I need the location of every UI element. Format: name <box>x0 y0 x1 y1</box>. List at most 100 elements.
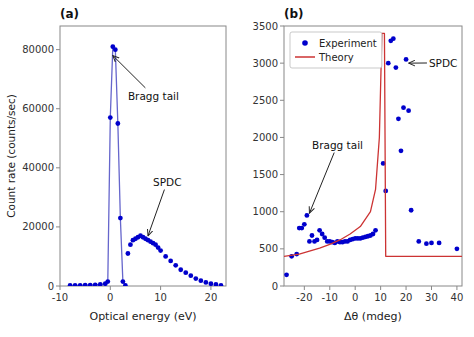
series-line <box>70 47 125 286</box>
y-tick <box>280 26 284 27</box>
plot-frame <box>60 26 226 286</box>
x-tick-label: -10 <box>322 292 338 303</box>
data-point <box>307 239 312 244</box>
data-point <box>168 258 173 263</box>
y-tick <box>280 137 284 138</box>
y-tick <box>56 226 60 227</box>
data-point <box>304 213 309 218</box>
data-point <box>93 282 98 286</box>
data-point <box>78 283 83 286</box>
x-tick-label: 20 <box>205 292 218 303</box>
y-tick <box>280 174 284 175</box>
data-point <box>401 105 406 110</box>
x-tick <box>160 286 161 290</box>
y-tick-label: 2000 <box>253 132 278 143</box>
panel-title: (a) <box>60 7 79 21</box>
data-point <box>302 222 307 227</box>
marks <box>68 44 224 286</box>
y-tick-label: 500 <box>259 243 278 254</box>
data-point <box>68 283 73 286</box>
data-point <box>429 241 434 246</box>
y-tick <box>280 100 284 101</box>
x-tick <box>380 286 381 290</box>
y-tick-label: 0 <box>272 281 278 292</box>
y-tick-label: 60000 <box>22 103 54 114</box>
x-tick <box>60 286 61 290</box>
x-tick <box>210 286 211 290</box>
annotation-text: Bragg tail <box>128 90 179 102</box>
data-point <box>173 263 178 268</box>
panel: -1001020020000400006000080000Bragg tailS… <box>5 7 226 323</box>
x-tick-label: 10 <box>154 292 167 303</box>
data-point <box>73 283 78 286</box>
y-tick <box>56 49 60 50</box>
figure: -1001020020000400006000080000Bragg tailS… <box>0 0 474 337</box>
data-point <box>284 272 289 277</box>
y-tick-label: 1000 <box>253 206 278 217</box>
data-point <box>98 282 103 286</box>
y-tick <box>56 167 60 168</box>
x-tick <box>329 286 330 290</box>
x-tick <box>355 286 356 290</box>
legend-swatch <box>302 40 308 46</box>
data-point <box>128 242 133 247</box>
data-point <box>108 115 113 120</box>
data-point <box>88 283 93 286</box>
y-tick <box>280 248 284 249</box>
data-point <box>193 276 198 281</box>
panel: -20-100102030400500100015002000250030003… <box>253 7 464 323</box>
data-point <box>126 251 131 256</box>
x-tick <box>304 286 305 290</box>
data-point <box>399 148 404 153</box>
data-point <box>105 279 110 284</box>
data-point <box>391 36 396 41</box>
x-tick <box>110 286 111 290</box>
plot-frame <box>284 26 462 286</box>
data-point <box>386 61 391 66</box>
y-tick <box>280 63 284 64</box>
data-point <box>178 267 183 272</box>
data-point <box>310 233 315 238</box>
data-point <box>219 283 224 286</box>
annotation-text: Bragg tail <box>312 139 363 151</box>
data-point <box>118 216 123 221</box>
y-tick-label: 2500 <box>253 95 278 106</box>
y-tick-label: 3000 <box>253 58 278 69</box>
data-point <box>115 121 120 126</box>
data-point <box>123 283 128 286</box>
y-tick-label: 20000 <box>22 221 54 232</box>
data-point <box>163 254 168 259</box>
x-tick-label: 0 <box>352 292 358 303</box>
x-axis-label: Δθ (mdeg) <box>344 310 402 323</box>
annotation-arrow <box>409 62 427 63</box>
y-tick-label: 1500 <box>253 169 278 180</box>
data-point <box>214 282 219 286</box>
data-point <box>203 280 208 285</box>
annotation-text: SPDC <box>429 57 457 69</box>
data-point <box>113 47 118 52</box>
panel-title: (b) <box>284 7 304 21</box>
x-tick-label: 0 <box>107 292 113 303</box>
data-point <box>455 246 460 251</box>
y-tick-label: 80000 <box>22 44 54 55</box>
annotation-arrow <box>113 56 146 88</box>
x-tick-label: 30 <box>425 292 438 303</box>
y-tick <box>56 286 60 287</box>
data-point <box>158 248 163 253</box>
legend-box <box>290 32 382 68</box>
data-point <box>373 228 378 233</box>
data-point <box>416 239 421 244</box>
legend-label: Experiment <box>319 38 377 49</box>
x-tick-label: -20 <box>296 292 312 303</box>
legend-swatch <box>295 56 315 58</box>
y-tick-label: 0 <box>48 281 54 292</box>
x-tick-label: 20 <box>400 292 413 303</box>
annotation-text: SPDC <box>153 176 181 188</box>
data-point <box>83 283 88 286</box>
y-tick <box>56 108 60 109</box>
y-tick <box>280 211 284 212</box>
data-point <box>188 273 193 278</box>
data-point <box>424 241 429 246</box>
data-point <box>396 116 401 121</box>
marks <box>284 33 462 277</box>
